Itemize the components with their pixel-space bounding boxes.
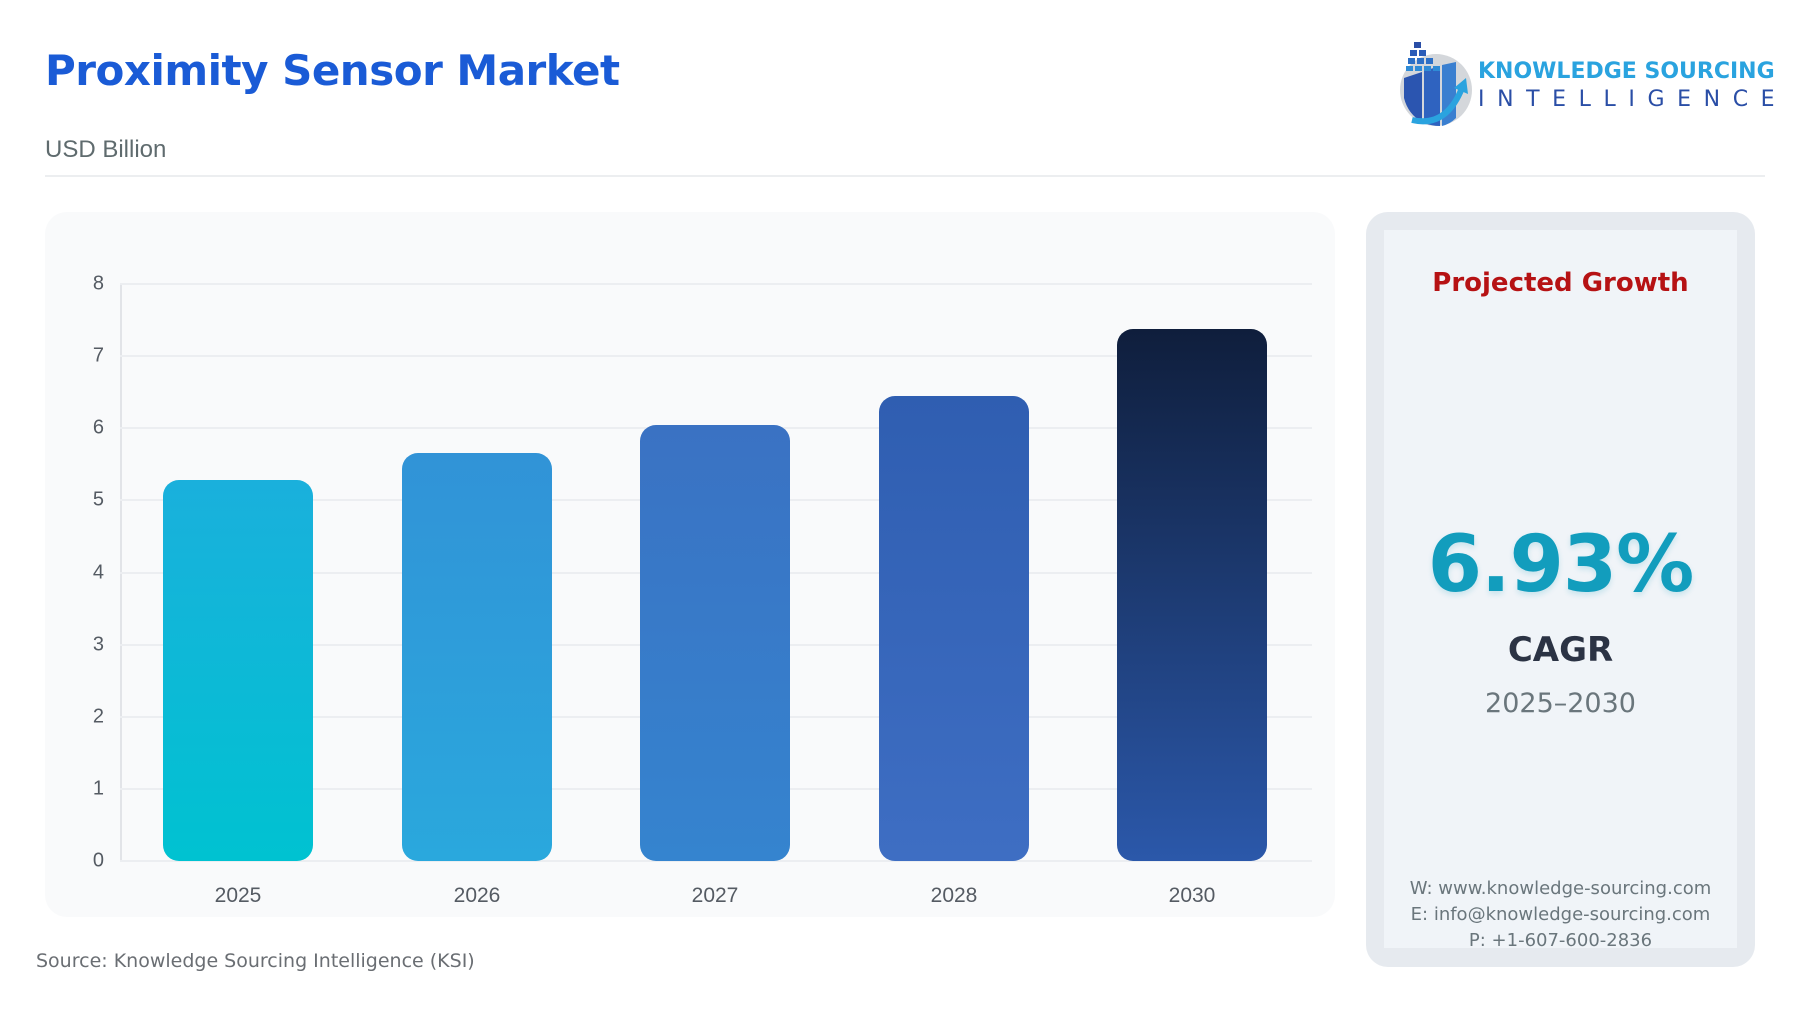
projected-growth-panel: Projected Growth 6.93% CAGR 2025–2030 W:… bbox=[1366, 212, 1755, 967]
unit-label: USD Billion bbox=[45, 136, 167, 163]
ksi-logo: KNOWLEDGE SOURCING INTELLIGENCE bbox=[1390, 30, 1775, 130]
bar-2026 bbox=[402, 452, 552, 861]
logo-text-line1: KNOWLEDGE SOURCING bbox=[1478, 59, 1775, 84]
x-tick-label: 2028 bbox=[930, 884, 978, 907]
contact-website: W: www.knowledge-sourcing.com bbox=[1409, 878, 1712, 899]
bar-2028 bbox=[879, 395, 1029, 861]
page-title: Proximity Sensor Market bbox=[45, 46, 620, 95]
y-tick-label: 3 bbox=[92, 633, 104, 656]
bar-chart-plot-area: 0 1 2 3 4 5 6 7 8 2025 2026 2027 2028 2030 bbox=[93, 273, 1312, 907]
y-tick-label: 4 bbox=[92, 561, 104, 583]
gridline bbox=[120, 355, 1312, 358]
bar-2025 bbox=[163, 480, 313, 861]
projected-growth-title: Projected Growth bbox=[1432, 268, 1689, 298]
cagr-value: 6.93% bbox=[1427, 520, 1695, 610]
contact-email: E: info@knowledge-sourcing.com bbox=[1410, 904, 1711, 925]
contact-phone: P: +1-607-600-2836 bbox=[1468, 930, 1653, 951]
bar-2027 bbox=[640, 424, 790, 861]
source-note: Source: Knowledge Sourcing Intelligence … bbox=[36, 950, 475, 972]
y-tick-label: 7 bbox=[92, 344, 104, 367]
x-tick-label: 2030 bbox=[1168, 884, 1216, 907]
x-tick-label: 2027 bbox=[691, 884, 739, 907]
y-tick-label: 8 bbox=[92, 272, 104, 295]
y-tick-label: 2 bbox=[92, 705, 104, 728]
gridline bbox=[120, 860, 1312, 862]
bar-chart-globe-arrow-icon bbox=[1400, 42, 1472, 126]
y-tick-label: 5 bbox=[92, 488, 104, 511]
x-tick-label: 2025 bbox=[214, 884, 262, 907]
y-tick-label: 0 bbox=[92, 849, 104, 872]
projected-growth-card: Projected Growth 6.93% CAGR 2025–2030 W:… bbox=[1384, 230, 1737, 951]
cagr-label: CAGR bbox=[1507, 630, 1614, 670]
bar-2030 bbox=[1117, 328, 1267, 861]
header-divider bbox=[45, 175, 1765, 177]
y-tick-label: 6 bbox=[92, 416, 104, 439]
y-tick-label: 1 bbox=[92, 777, 104, 800]
logo-text-line2: INTELLIGENCE bbox=[1478, 87, 1788, 112]
gridline bbox=[120, 283, 1312, 285]
x-tick-label: 2026 bbox=[453, 884, 501, 907]
cagr-period: 2025–2030 bbox=[1485, 688, 1636, 719]
